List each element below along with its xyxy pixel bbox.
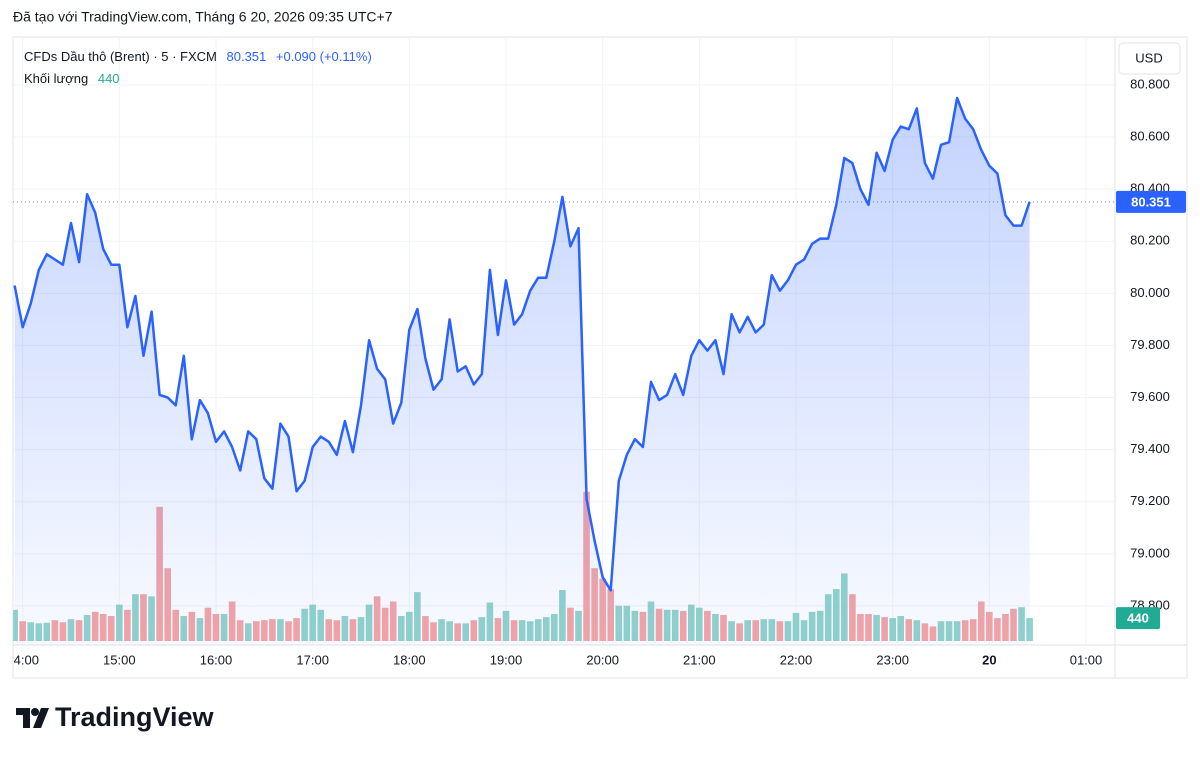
- price-area: [14, 98, 1030, 645]
- x-tick-label: 15:00: [103, 652, 136, 667]
- y-tick-label: 80.200: [1130, 233, 1170, 248]
- y-tick-label: 79.000: [1130, 545, 1170, 560]
- currency[interactable]: USD: [1135, 50, 1162, 65]
- x-tick-label: 19:00: [490, 652, 523, 667]
- volume-last: 440: [98, 71, 120, 86]
- volume-bar: [1026, 618, 1033, 641]
- x-tick-label: 16:00: [200, 652, 233, 667]
- logo-mark: [33, 708, 49, 728]
- volume-label: 440: [1127, 611, 1149, 626]
- tradingview-logo: [16, 708, 49, 728]
- symbol-title: CFDs Dầu thô (Brent) · 5 · FXCM: [24, 49, 217, 64]
- price-change: +0.090 (+0.11%): [276, 49, 372, 64]
- x-tick-label: 23:00: [876, 652, 909, 667]
- volume-title: Khối lượng: [24, 71, 88, 86]
- x-tick-label: 18:00: [393, 652, 426, 667]
- y-tick-label: 80.800: [1130, 76, 1170, 91]
- last-price: 80.351: [227, 49, 267, 64]
- y-tick-label: 79.600: [1130, 389, 1170, 404]
- x-tick-label: 22:00: [780, 652, 813, 667]
- logo-mark: [16, 708, 30, 728]
- x-tick-label: 20: [982, 652, 996, 667]
- y-tick-label: 79.200: [1130, 493, 1170, 508]
- x-tick-label: 21:00: [683, 652, 716, 667]
- y-tick-label: 80.000: [1130, 285, 1170, 300]
- price-line: [13, 96, 1031, 592]
- y-tick-label: 79.400: [1130, 441, 1170, 456]
- last-price-label: 80.351: [1131, 194, 1171, 209]
- volume-badge: [1116, 607, 1160, 630]
- chart-frame: [12, 36, 1188, 679]
- currency-button[interactable]: [1118, 42, 1181, 75]
- y-tick-label: 80.600: [1130, 128, 1170, 143]
- x-tick-label: 17:00: [296, 652, 329, 667]
- last-price-badge: [1116, 190, 1186, 213]
- x-tick-label: 14:00: [6, 652, 39, 667]
- x-tick-label: 20:00: [586, 652, 619, 667]
- legend-title: CFDs Dầu thô (Brent) · 5 · FXCM 80.351 +…: [24, 49, 372, 64]
- created-note: Đã tạo với TradingView.com, Tháng 6 20, …: [13, 9, 393, 25]
- x-tick-label: 01:00: [1070, 652, 1103, 667]
- y-tick-label: 79.800: [1130, 337, 1170, 352]
- logo-mark: [31, 708, 39, 716]
- brand: TradingView: [55, 702, 215, 732]
- volume-legend: Khối lượng 440: [24, 71, 120, 86]
